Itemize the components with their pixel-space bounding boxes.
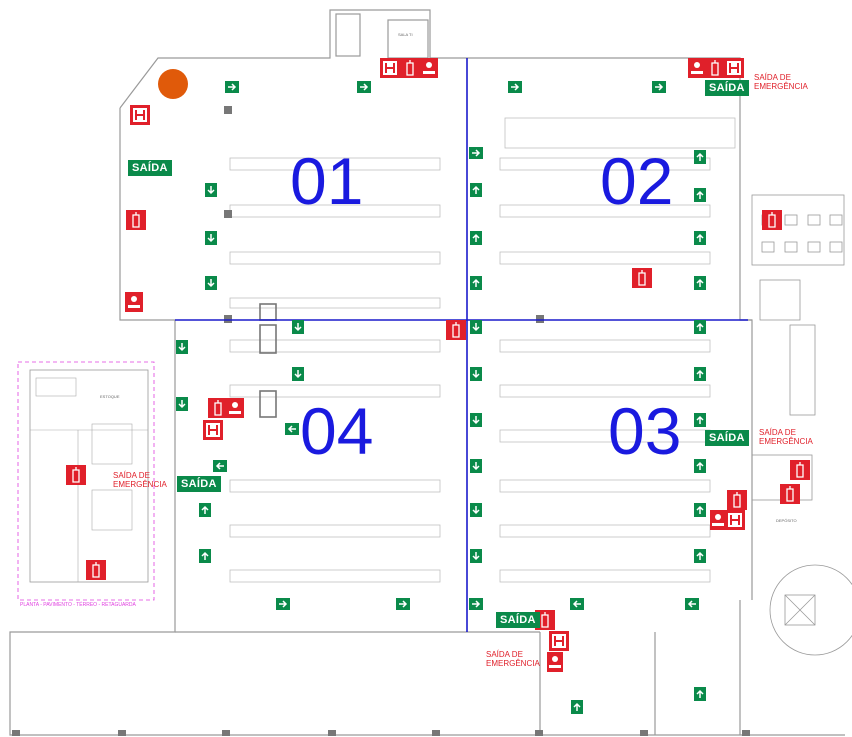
exit-arrow-icon	[291, 319, 305, 335]
exit-arrow-icon	[469, 458, 483, 474]
fire-extinguisher-icon	[790, 460, 810, 480]
exit-arrow-icon	[469, 230, 483, 246]
fire-extinguisher-icon	[400, 58, 420, 78]
exit-arrow-icon	[468, 146, 484, 160]
hydrant-icon	[380, 58, 400, 78]
exit-arrow-icon	[693, 548, 707, 564]
exit-arrow-icon	[468, 597, 484, 611]
exit-arrow-icon	[212, 459, 228, 473]
storage-racks	[180, 117, 740, 583]
hydrant-icon	[130, 105, 150, 125]
exit-arrow-icon	[693, 230, 707, 246]
exit-arrow-icon	[275, 597, 291, 611]
fire-equipment	[66, 58, 810, 672]
exit-arrow-icon	[356, 80, 372, 94]
exit-arrow-icon	[693, 187, 707, 203]
fire-extinguisher-icon	[535, 610, 555, 630]
zone-dividers	[175, 58, 748, 632]
exit-arrow-icon	[198, 548, 212, 564]
exit-arrow-icon	[569, 597, 585, 611]
exit-arrow-icon	[693, 275, 707, 291]
exit-arrow-icon	[693, 686, 707, 702]
exit-arrow-icon	[224, 80, 240, 94]
location-marker-icon	[158, 69, 188, 99]
alarm-icon	[125, 292, 143, 312]
alarm-icon	[226, 398, 244, 418]
exit-arrow-icon	[469, 548, 483, 564]
exit-arrow-icon	[204, 182, 218, 198]
exit-arrow-icon	[693, 366, 707, 382]
hydrant-icon	[549, 631, 569, 651]
exit-arrow-icon	[507, 80, 523, 94]
exit-arrow-icon	[693, 319, 707, 335]
exit-arrow-icon	[469, 319, 483, 335]
exit-arrow-icon	[693, 458, 707, 474]
exit-arrows	[175, 80, 707, 715]
alarm-icon	[420, 58, 438, 78]
exit-arrow-icon	[651, 80, 667, 94]
exit-arrow-icon	[570, 699, 584, 715]
fire-extinguisher-icon	[727, 490, 747, 510]
exit-arrow-icon	[291, 366, 305, 382]
annex-building	[17, 361, 155, 601]
exit-arrow-icon	[175, 396, 189, 412]
exit-arrow-icon	[469, 502, 483, 518]
zone-04-boxes	[259, 303, 277, 418]
exit-arrow-icon	[469, 182, 483, 198]
exit-arrow-icon	[693, 502, 707, 518]
right-side-equipment	[751, 194, 852, 656]
fire-extinguisher-icon	[86, 560, 106, 580]
exit-arrow-icon	[198, 502, 212, 518]
fire-extinguisher-icon	[126, 210, 146, 230]
exit-arrow-icon	[469, 412, 483, 428]
exit-arrow-icon	[395, 597, 411, 611]
hydrant-icon	[725, 510, 745, 530]
exit-arrow-icon	[204, 275, 218, 291]
hydrant-icon	[724, 58, 744, 78]
alarm-icon	[688, 58, 706, 78]
fire-extinguisher-icon	[632, 268, 652, 288]
alarm-icon	[710, 510, 726, 530]
exit-arrow-icon	[693, 149, 707, 165]
fire-extinguisher-icon	[706, 58, 724, 78]
hydrant-icon	[203, 420, 223, 440]
fire-extinguisher-icon	[66, 465, 86, 485]
alarm-icon	[547, 652, 563, 672]
fire-extinguisher-icon	[780, 484, 800, 504]
exit-arrow-icon	[469, 275, 483, 291]
columns	[12, 106, 750, 736]
exit-arrow-icon	[693, 412, 707, 428]
exit-arrow-icon	[175, 339, 189, 355]
exit-arrow-icon	[284, 422, 300, 436]
fire-extinguisher-icon	[762, 210, 782, 230]
exit-arrow-icon	[469, 366, 483, 382]
exit-arrow-icon	[204, 230, 218, 246]
fire-extinguisher-icon	[208, 398, 228, 418]
exit-arrow-icon	[684, 597, 700, 611]
fire-extinguisher-icon	[446, 320, 466, 340]
